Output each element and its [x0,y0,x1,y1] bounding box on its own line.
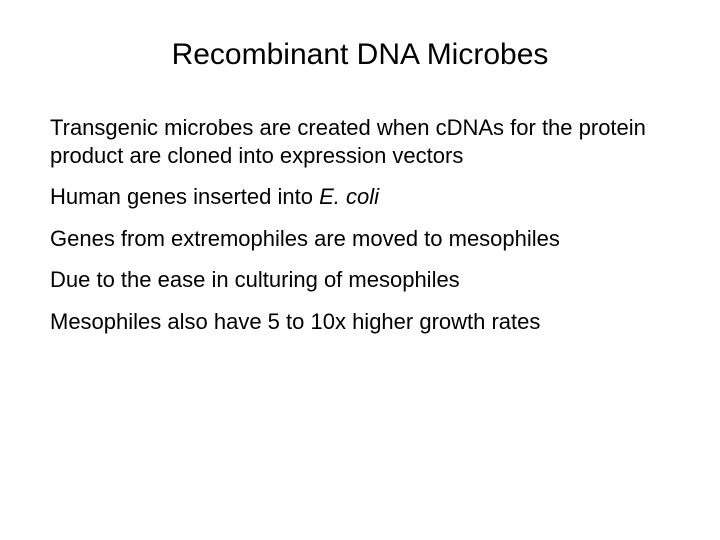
bullet-text-before: Mesophiles also have 5 to 10x higher gro… [50,309,540,334]
bullet-item: Due to the ease in culturing of mesophil… [50,266,650,294]
bullet-item: Transgenic microbes are created when cDN… [50,114,650,169]
bullet-text-before: Due to the ease in culturing of mesophil… [50,267,460,292]
bullet-item: Genes from extremophiles are moved to me… [50,225,650,253]
slide-container: Recombinant DNA Microbes Transgenic micr… [0,0,720,540]
bullet-text-before: Genes from extremophiles are moved to me… [50,226,560,251]
bullet-text-before: Transgenic microbes are created when cDN… [50,115,646,168]
slide-title: Recombinant DNA Microbes [50,38,670,72]
bullet-text-before: Human genes inserted into [50,184,319,209]
bullet-text-italic: E. coli [319,184,379,209]
bullet-item: Human genes inserted into E. coli [50,183,650,211]
bullet-item: Mesophiles also have 5 to 10x higher gro… [50,308,650,336]
slide-body: Transgenic microbes are created when cDN… [50,114,670,335]
